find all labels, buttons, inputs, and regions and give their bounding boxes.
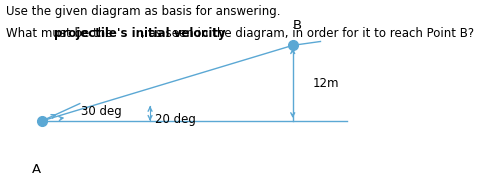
- Text: 12m: 12m: [312, 77, 339, 90]
- Text: 20 deg: 20 deg: [155, 113, 196, 125]
- Text: Use the given diagram as basis for answering.: Use the given diagram as basis for answe…: [6, 5, 280, 18]
- Text: B: B: [293, 19, 302, 32]
- Text: 30 deg: 30 deg: [81, 105, 122, 118]
- Text: , as seen in the diagram, in order for it to reach Point B?: , as seen in the diagram, in order for i…: [141, 27, 474, 40]
- Text: A: A: [32, 163, 41, 176]
- Text: What must be the: What must be the: [6, 27, 116, 40]
- Text: projectile's initial velocity: projectile's initial velocity: [55, 27, 226, 40]
